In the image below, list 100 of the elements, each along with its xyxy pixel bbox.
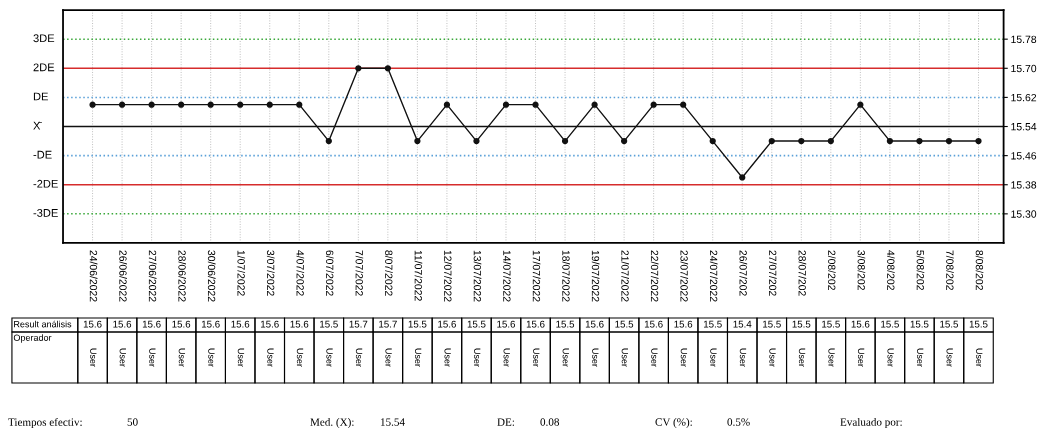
- x-tick-label: 21/07/2022: [621, 250, 629, 302]
- point: [709, 137, 716, 145]
- text: User: [562, 348, 569, 367]
- data-label: 15.7: [379, 320, 397, 328]
- data-label: 15.5: [763, 320, 781, 328]
- text: User: [119, 348, 126, 367]
- text: User: [149, 348, 156, 367]
- text: User: [178, 348, 186, 367]
- y-tick-label: 15.70: [1011, 64, 1037, 73]
- y-tick-label: 15.54: [1011, 123, 1037, 131]
- y-tick-label: 15.62: [1011, 93, 1037, 102]
- data-label: 15.5: [940, 320, 959, 328]
- text: User: [828, 348, 835, 367]
- point: [945, 137, 953, 145]
- data-label: 15.5: [792, 320, 811, 328]
- text: User: [651, 348, 658, 367]
- text: User: [414, 348, 422, 367]
- data-label: 15.6: [674, 320, 693, 328]
- x-tick-label: 5/08/202: [916, 250, 925, 290]
- x-tick-label: 8/08/202: [975, 250, 984, 290]
- point: [89, 101, 96, 108]
- point: [414, 137, 421, 145]
- text: User: [296, 348, 304, 367]
- y-tick-label: 15.46: [1011, 152, 1037, 160]
- data-label: 15.6: [851, 320, 870, 328]
- point: [237, 101, 244, 108]
- text: User: [680, 348, 688, 367]
- text: User: [739, 348, 747, 367]
- text: Tiempos efectiv:: [8, 417, 82, 429]
- text: CV (%):: [655, 417, 692, 429]
- x-tick-label: 14/07/2022: [503, 250, 511, 302]
- data-label: 15.6: [526, 320, 545, 328]
- point: [768, 137, 775, 145]
- ref-line-label: DE: [33, 92, 48, 101]
- point: [473, 137, 480, 145]
- text: User: [90, 348, 97, 367]
- x-tick-label: 1/07/2022: [237, 250, 246, 296]
- x-tick-label: 26/06/2022: [119, 250, 127, 302]
- point: [266, 101, 273, 108]
- data-label: 15.6: [438, 320, 456, 328]
- y-tick-label: 15.30: [1011, 210, 1037, 218]
- x-tick-label: 18/07/2022: [562, 250, 570, 302]
- text: User: [474, 348, 481, 367]
- x-tick-label: 3/08/202: [857, 250, 866, 290]
- data-label: 15.6: [172, 320, 191, 328]
- data-label: 15.6: [142, 320, 161, 328]
- x-tick-label: 8/07/2022: [385, 250, 393, 296]
- x-tick-label: 2/08/202: [828, 250, 836, 290]
- data-label: 15.5: [704, 320, 722, 328]
- text: User: [769, 348, 776, 367]
- text: DE:: [497, 418, 514, 426]
- x-tick-label: 7/07/2022: [355, 250, 364, 296]
- x-tick-label: 28/07/202: [798, 250, 807, 296]
- x-tick-label: 4/08/202: [887, 250, 895, 290]
- ref-line-label: -2DE: [33, 179, 58, 188]
- x-tick-label: 22/07/2022: [650, 250, 659, 302]
- x-tick-label: 7/08/202: [946, 250, 954, 290]
- text: User: [533, 348, 540, 367]
- text: User: [621, 348, 628, 367]
- x-tick-label: 23/07/2022: [680, 250, 689, 302]
- point: [384, 65, 391, 72]
- data-label: 15.5: [467, 320, 486, 328]
- text: Evaluado por:: [840, 417, 902, 429]
- text: User: [385, 348, 392, 367]
- text: User: [917, 348, 924, 367]
- x-tick-label: 11/07/2022: [414, 250, 423, 301]
- data-label: 15.6: [113, 320, 132, 328]
- data-label: 15.5: [969, 320, 988, 328]
- point: [916, 137, 923, 145]
- point: [355, 65, 362, 72]
- point: [148, 101, 155, 108]
- ref-line-label: -DE: [33, 150, 52, 159]
- point: [118, 101, 126, 108]
- data-label: 15.6: [585, 320, 604, 328]
- data-label: 15.6: [201, 320, 220, 328]
- x-tick-label: 3/07/2022: [266, 250, 275, 296]
- text: 50: [127, 418, 138, 426]
- text: User: [710, 348, 717, 367]
- data-label: 15.6: [231, 320, 250, 328]
- text: User: [444, 348, 451, 367]
- y-tick-label: 15.38: [1011, 181, 1037, 189]
- text: User: [857, 348, 865, 367]
- data-label: 15.6: [261, 320, 279, 328]
- text: User: [887, 348, 894, 367]
- text: Result análisis: [14, 320, 72, 328]
- x-tick-label: 27/07/202: [768, 250, 777, 296]
- data-label: 15.6: [290, 320, 309, 328]
- text: User: [208, 348, 215, 367]
- text: User: [503, 348, 510, 367]
- x-tick-label: 12/07/2022: [444, 250, 452, 302]
- data-label: 15.6: [497, 320, 516, 328]
- x-tick-label: 26/07/202: [739, 250, 748, 296]
- data-label: 15.7: [349, 320, 368, 328]
- point: [857, 101, 864, 108]
- text: User: [237, 348, 245, 367]
- x-tick-label: 30/06/2022: [207, 250, 216, 302]
- ref-line-label: -3DE: [33, 208, 58, 217]
- data-label: 15.6: [644, 320, 663, 328]
- text: User: [946, 348, 953, 367]
- point: [502, 101, 510, 108]
